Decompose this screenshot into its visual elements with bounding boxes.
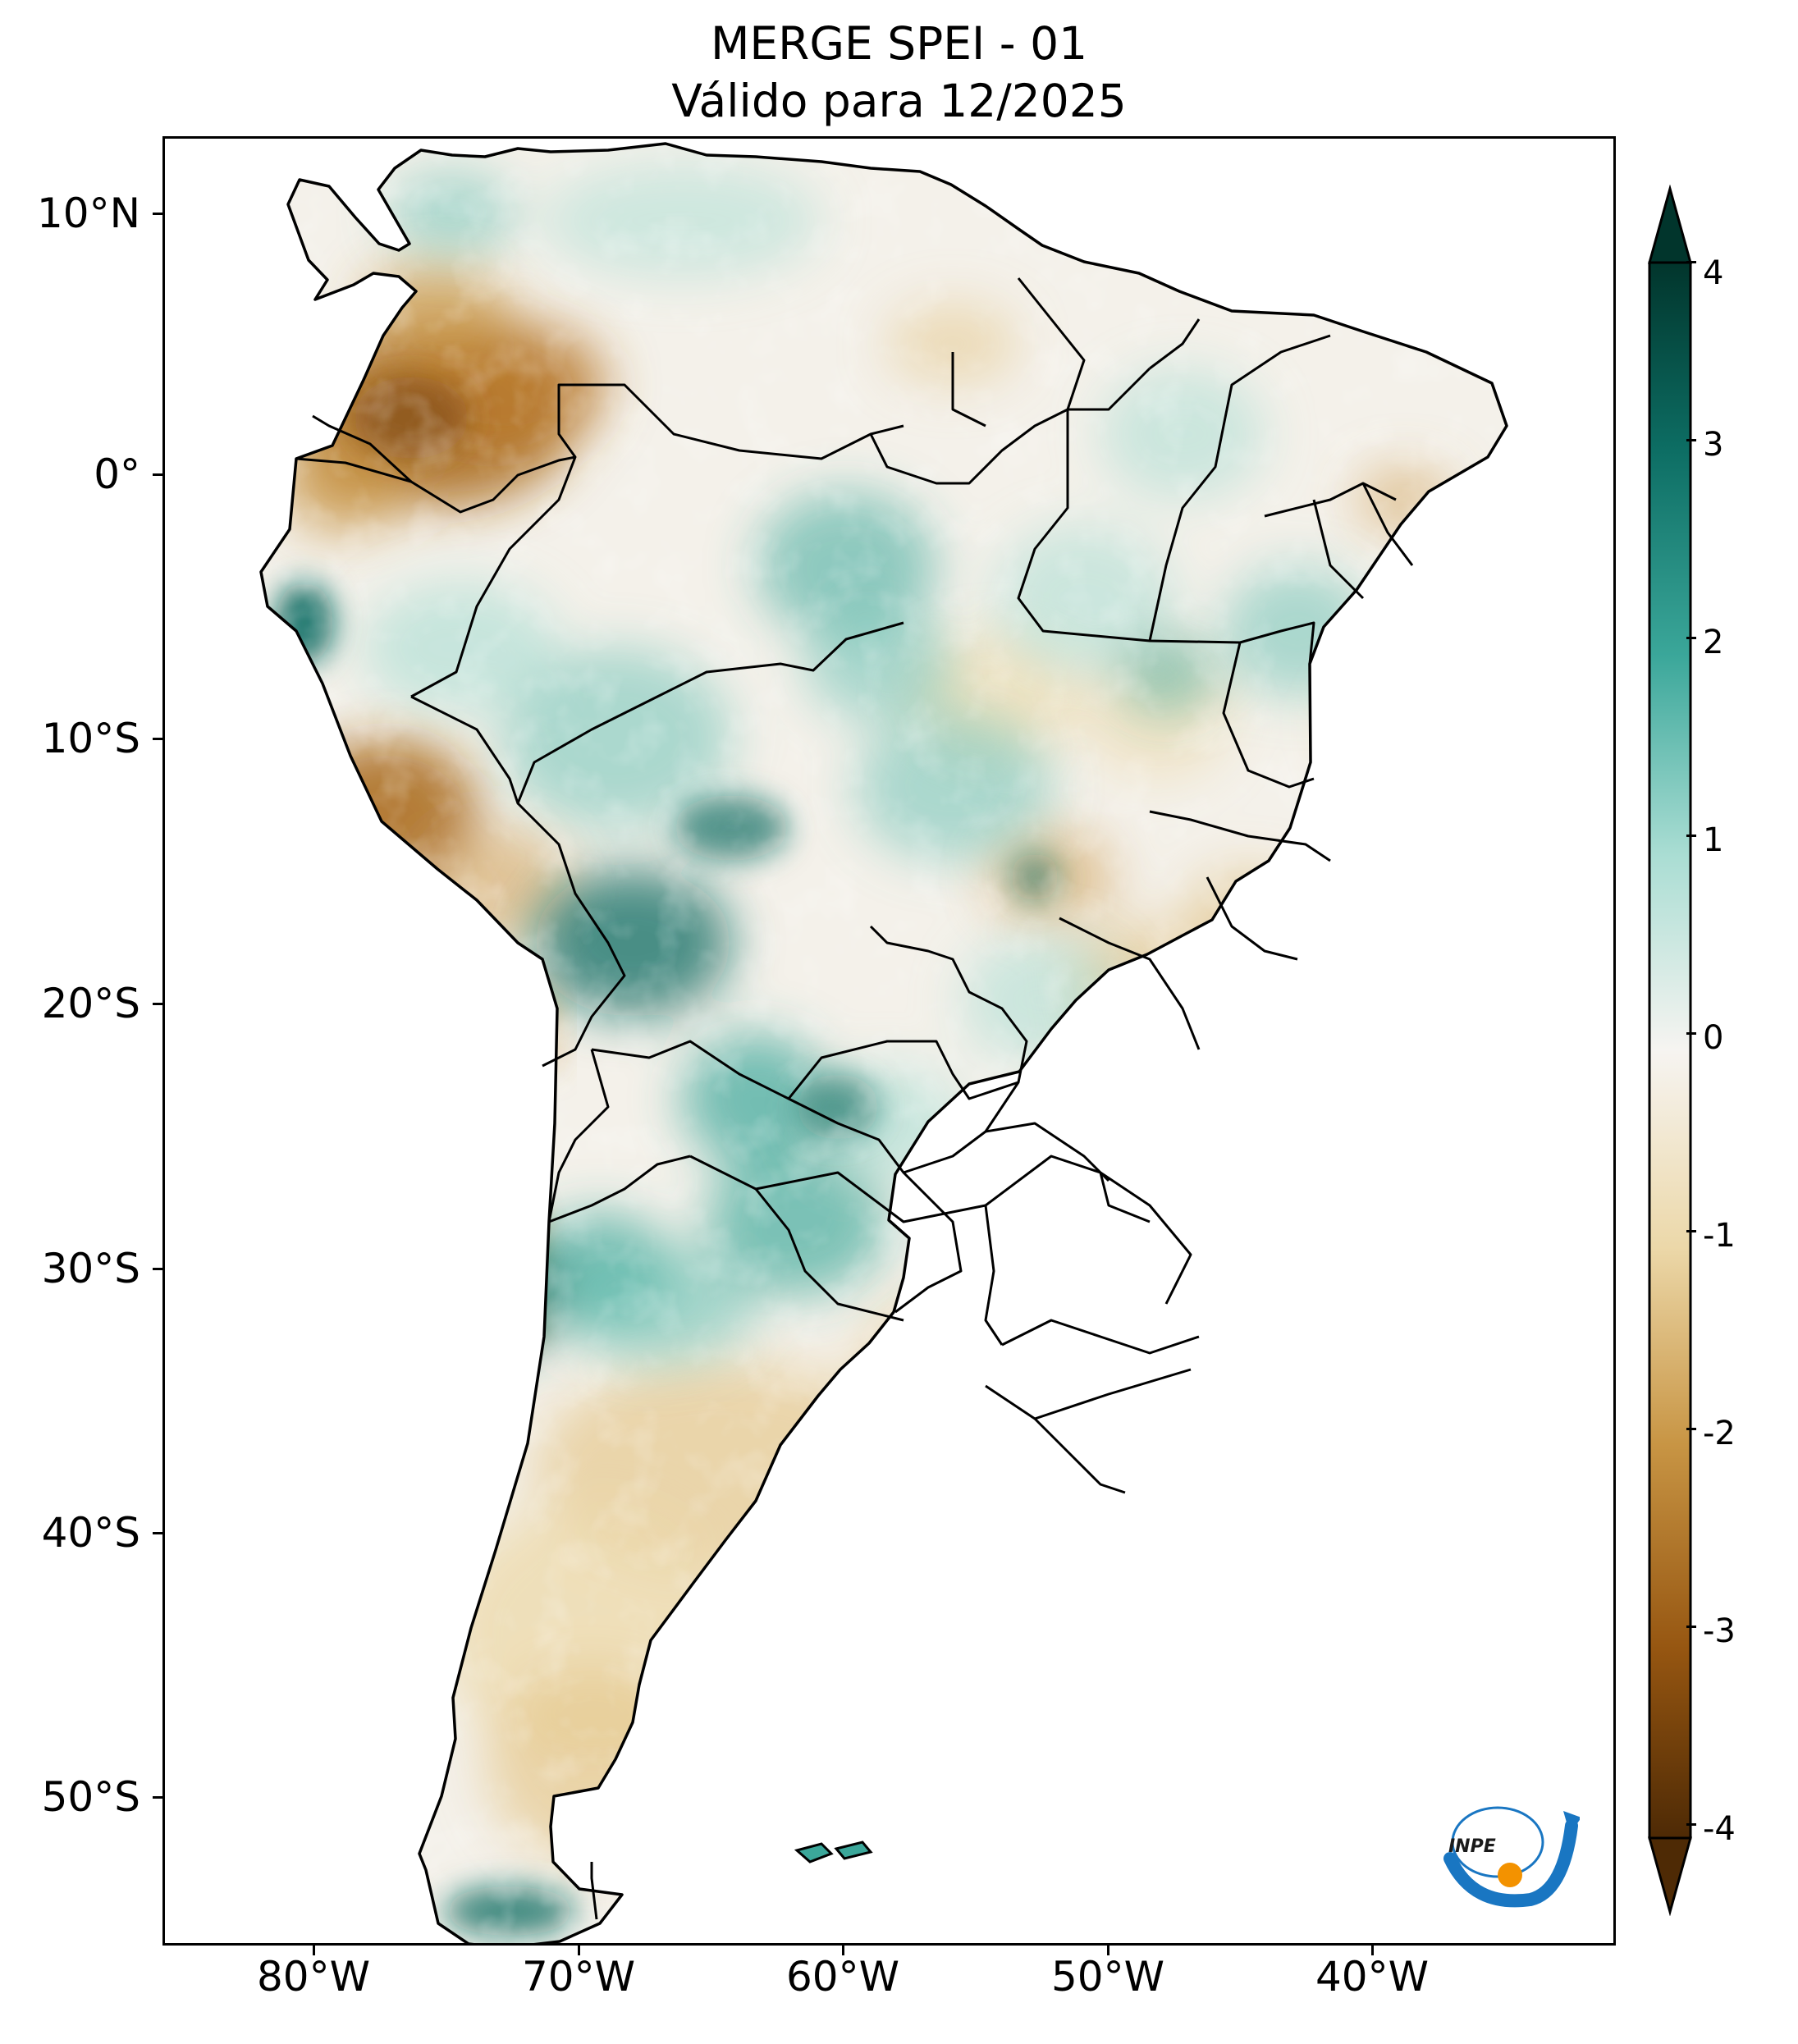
lat-label: 0° [94,450,140,498]
colorbar-label: -1 [1703,1217,1736,1255]
colorbar-label: -2 [1703,1415,1736,1452]
colorbar-label: 3 [1703,426,1724,464]
lon-label: 50°W [1050,1953,1165,2001]
lat-tick [153,1003,162,1005]
lat-label: 10°S [41,715,140,762]
colorbar-label: 1 [1703,821,1724,859]
colorbar-tick [1686,1428,1696,1430]
colorbar-tick [1686,637,1696,639]
lat-tick [153,738,162,740]
lon-tick [578,1946,580,1955]
lon-tick [1107,1946,1109,1955]
lat-label: 30°S [41,1245,140,1292]
lat-label: 50°S [41,1773,140,1821]
colorbar-tick [1686,439,1696,441]
colorbar-tick [1686,1032,1696,1035]
colorbar-tick [1686,1626,1696,1628]
lat-tick [153,1796,162,1799]
lat-tick [153,1268,162,1270]
colorbar-label: -3 [1703,1612,1736,1650]
map-panel [162,136,1616,1946]
lon-tick [842,1946,844,1955]
lon-tick [313,1946,315,1955]
colorbar-label: 2 [1703,624,1724,661]
map-title: MERGE SPEI - 01 [710,17,1088,70]
colorbar-label: 4 [1703,254,1724,292]
colorbar-tick [1686,1823,1696,1826]
inpe-logo: INPE [1440,1793,1581,1908]
lon-tick [1371,1946,1374,1955]
lat-tick [153,473,162,476]
lat-label: 40°S [41,1509,140,1557]
lat-tick [153,213,162,215]
colorbar-label: 0 [1703,1019,1724,1057]
lon-label: 40°W [1315,1953,1430,2001]
lon-label: 70°W [521,1953,636,2001]
south-america-map [259,142,1508,1943]
colorbar-label: -4 [1703,1810,1736,1848]
colorbar-tick [1686,1230,1696,1232]
colorbar [1648,185,1692,1916]
colorbar-tick [1686,261,1696,263]
lon-label: 60°W [785,1953,900,2001]
lat-label: 10°N [36,190,140,237]
map-subtitle: Válido para 12/2025 [671,75,1127,127]
lon-label: 80°W [256,1953,371,2001]
lat-label: 20°S [41,980,140,1027]
lat-tick [153,1532,162,1534]
colorbar-tick [1686,835,1696,837]
inpe-logo-text: INPE [1448,1836,1496,1857]
